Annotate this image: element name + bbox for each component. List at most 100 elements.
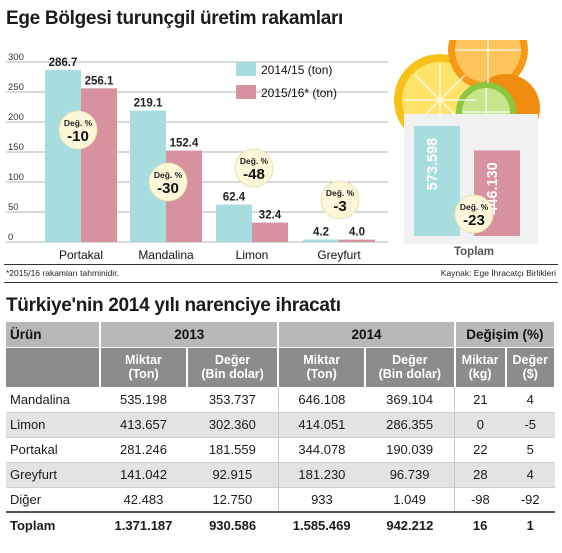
subheader-line: (Ton) bbox=[128, 367, 159, 382]
subheader-line: (Ton) bbox=[306, 367, 337, 382]
table-cell: 42.483 bbox=[100, 487, 187, 513]
table-cell: 4 bbox=[505, 462, 555, 488]
bar-value-label: 32.4 bbox=[259, 210, 282, 222]
change-badge: Değ. %-30 bbox=[148, 162, 188, 202]
table-cell: 414.051 bbox=[278, 412, 366, 438]
table-subheader-row: Miktar (Ton) Değer (Bin dolar) Miktar (Ton) De… bbox=[6, 346, 556, 387]
bar-value-label: 62.4 bbox=[223, 192, 246, 204]
x-category-label: Limon bbox=[236, 248, 269, 262]
table-row: Diğer 42.483 12.750 933 1.049 -98 -92 bbox=[6, 487, 555, 513]
bar bbox=[339, 239, 375, 242]
badge-circle bbox=[320, 180, 360, 220]
subheader-line: Değer bbox=[392, 353, 428, 368]
change-badge: Değ. %-48 bbox=[234, 148, 274, 188]
bar-value-label: 4.0 bbox=[349, 227, 365, 239]
row-product-name: Limon bbox=[6, 412, 101, 438]
badge-label: Değ. % bbox=[326, 188, 355, 198]
y-tick-label: 300 bbox=[8, 52, 24, 63]
table-cell: 21 bbox=[454, 387, 506, 413]
table-header-row: Ürün 2013 2014 Değişim (%) bbox=[6, 322, 557, 347]
table-cell: 141.042 bbox=[100, 462, 187, 488]
subheader-cell: Miktar (Ton) bbox=[278, 346, 367, 387]
x-category-label: Greyfurt bbox=[317, 248, 361, 262]
subheader-cell: Değer ($) bbox=[505, 346, 556, 387]
legend-label: 2014/15 (ton) bbox=[261, 63, 332, 77]
row-product-name: Diğer bbox=[6, 487, 101, 513]
table-row: Mandalina 535.198 353.737 646.108 369.104 21 4 bbox=[6, 387, 555, 413]
table-total-row: Toplam 1.371.187 930.586 1.585.469 942.212 16… bbox=[6, 511, 555, 537]
table-row: Limon 413.657 302.360 414.051 286.355 0 -5 bbox=[6, 412, 555, 438]
change-badge: Değ. %-10 bbox=[58, 110, 98, 150]
table-cell: 646.108 bbox=[278, 387, 366, 413]
header-change: Değişim (%) bbox=[454, 322, 557, 347]
table-cell: 181.230 bbox=[278, 462, 366, 488]
badge-value: -3 bbox=[333, 198, 346, 215]
subheader-cell: Değer (Bin dolar) bbox=[186, 346, 280, 387]
y-tick-label: 0 bbox=[8, 232, 13, 243]
row-product-name: Mandalina bbox=[6, 387, 101, 413]
row-product-name: Greyfurt bbox=[6, 462, 101, 488]
subheader-line: (Bin dolar) bbox=[201, 367, 264, 382]
header-2014: 2014 bbox=[278, 322, 456, 347]
subheader-line: Değer bbox=[512, 353, 548, 368]
legend-label: 2015/16* (ton) bbox=[261, 86, 337, 100]
table-cell: 344.078 bbox=[278, 437, 366, 463]
total-cell: 16 bbox=[454, 511, 506, 537]
x-category-label: Portakal bbox=[59, 248, 103, 262]
badge-value: -48 bbox=[243, 166, 265, 183]
bar-value-label: 219.1 bbox=[134, 98, 163, 110]
source-note: Kaynak: Ege İhracatçı Birlikleri bbox=[440, 268, 556, 278]
y-tick-label: 100 bbox=[8, 172, 24, 183]
subheader-line: ($) bbox=[522, 367, 538, 382]
table-cell: 413.657 bbox=[100, 412, 187, 438]
x-category-label: Mandalina bbox=[138, 248, 194, 262]
table-cell: -5 bbox=[505, 412, 555, 438]
subheader-cell: Miktar (kg) bbox=[454, 346, 507, 387]
badge-value: -30 bbox=[157, 180, 179, 197]
table-title: Türkiye'nin 2014 yılı narenciye ihracatı bbox=[6, 295, 341, 316]
badge-circle bbox=[454, 194, 494, 234]
table-cell: 0 bbox=[454, 412, 506, 438]
badge-label: Değ. % bbox=[154, 170, 183, 180]
table-cell: 369.104 bbox=[365, 387, 456, 413]
subheader-line: Değer bbox=[214, 353, 251, 368]
chart-title: Ege Bölgesi turunçgil üretim rakamları bbox=[6, 8, 344, 29]
subheader-cell: Miktar (Ton) bbox=[100, 346, 188, 387]
header-2013: 2013 bbox=[100, 322, 280, 347]
subheader-line: Miktar bbox=[125, 353, 162, 368]
table-cell: 353.737 bbox=[186, 387, 279, 413]
subheader-line: Miktar bbox=[461, 353, 499, 368]
total-label-cell: Toplam bbox=[6, 511, 101, 537]
table-cell: 181.559 bbox=[186, 437, 279, 463]
table-cell: 535.198 bbox=[100, 387, 187, 413]
bar-value-label: 152.4 bbox=[170, 138, 199, 150]
table-cell: 281.246 bbox=[100, 437, 187, 463]
table-cell: 190.039 bbox=[365, 437, 456, 463]
table-cell: 12.750 bbox=[186, 487, 279, 513]
total-cell: 1.371.187 bbox=[100, 511, 187, 537]
bar-value-label: 4.2 bbox=[313, 226, 329, 238]
table-cell: 92.915 bbox=[186, 462, 279, 488]
table-cell: -98 bbox=[454, 487, 506, 513]
bar bbox=[81, 88, 117, 242]
table-cell: -92 bbox=[505, 487, 555, 513]
table-cell: 22 bbox=[454, 437, 506, 463]
bar-value-label: 286.7 bbox=[49, 57, 78, 69]
subheader-line: (kg) bbox=[468, 367, 492, 382]
footnote: *2015/16 rakamları tahminidir. bbox=[6, 268, 119, 278]
subheader-cell: Değer (Bin dolar) bbox=[365, 346, 456, 387]
legend-swatch bbox=[236, 85, 256, 99]
total-cell: 930.586 bbox=[186, 511, 279, 537]
total-change-badge: Değ. %-23 bbox=[454, 194, 494, 234]
total-cell: 1.585.469 bbox=[278, 511, 366, 537]
subheader-blank bbox=[6, 346, 102, 387]
row-product-name: Portakal bbox=[6, 437, 101, 463]
chart-bottom-rule bbox=[4, 264, 558, 265]
badge-circle bbox=[58, 110, 98, 150]
export-table: Ürün 2013 2014 Değişim (%) Miktar (Ton) De… bbox=[6, 322, 557, 537]
bar bbox=[216, 204, 252, 242]
table-cell: 1.049 bbox=[365, 487, 456, 513]
subheader-line: (Bin dolar) bbox=[378, 367, 442, 382]
y-tick-label: 200 bbox=[8, 112, 24, 123]
badge-label: Değ. % bbox=[64, 118, 93, 128]
